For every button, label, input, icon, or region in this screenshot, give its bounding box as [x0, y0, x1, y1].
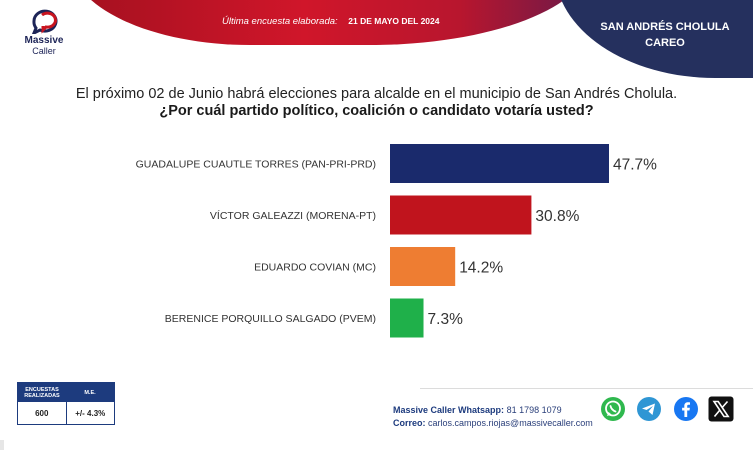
stats-table: ENCUESTAS REALIZADAS M.E. 600 +/- 4.3%	[17, 382, 115, 425]
email-label: Correo:	[393, 418, 426, 428]
question-line2: ¿Por cuál partido político, coalición o …	[159, 103, 594, 119]
location-title: SAN ANDRÉS CHOLULA CAREO	[596, 19, 734, 51]
contact-info: Massive Caller Whatsapp: 81 1798 1079 Co…	[393, 404, 593, 430]
location-line1: SAN ANDRÉS CHOLULA	[600, 21, 730, 33]
value-label: 14.2%	[459, 260, 503, 277]
whatsapp-value: 81 1798 1079	[506, 405, 562, 415]
x-icon[interactable]	[708, 396, 734, 422]
survey-date: Última encuesta elaborada: 21 DE MAYO DE…	[222, 16, 439, 27]
stats-col2-header: M.E.	[84, 389, 96, 396]
contact-email: Correo: carlos.campos.riojas@massivecall…	[393, 417, 593, 430]
bar	[390, 144, 609, 183]
question-line1: El próximo 02 de Junio habrá elecciones …	[75, 86, 678, 102]
stats-col1-value: 600	[35, 409, 49, 418]
bar	[390, 247, 456, 286]
stats-header: ENCUESTAS REALIZADAS M.E.	[18, 383, 114, 402]
bar	[390, 298, 424, 338]
category-label: GUADALUPE CUAUTLE TORRES (PAN-PRI-PRD)	[136, 159, 376, 171]
stats-col1-header: ENCUESTAS REALIZADAS	[24, 386, 60, 399]
stats-col2-value: +/- 4.3%	[65, 402, 115, 425]
category-label: VÍCTOR GALEAZZI (MORENA-PT)	[210, 209, 376, 222]
whatsapp-icon[interactable]	[600, 396, 626, 422]
email-value: carlos.campos.riojas@massivecaller.com	[428, 418, 593, 428]
whatsapp-label: Massive Caller Whatsapp:	[393, 405, 505, 415]
contact-whatsapp: Massive Caller Whatsapp: 81 1798 1079	[393, 404, 593, 417]
telegram-icon[interactable]	[636, 396, 662, 422]
massive-caller-logo: Massive Caller	[14, 8, 74, 60]
logo-sub: Caller	[32, 46, 56, 56]
logo-icon	[31, 9, 58, 34]
survey-date-value: 21 DE MAYO DEL 2024	[348, 16, 440, 26]
bar	[390, 195, 532, 235]
category-label: BERENICE PORQUILLO SALGADO (PVEM)	[165, 313, 376, 325]
stats-values: 600 +/- 4.3%	[18, 402, 114, 425]
page-edge-mark	[0, 440, 4, 450]
location-line2: CAREO	[645, 37, 685, 49]
footer-divider	[420, 388, 753, 389]
question: El próximo 02 de Junio habrá elecciones …	[0, 86, 753, 119]
value-label: 47.7%	[613, 157, 657, 174]
logo-name: Massive	[24, 35, 64, 46]
facebook-icon[interactable]	[673, 396, 699, 422]
category-label: EDUARDO COVIAN (MC)	[254, 262, 376, 274]
value-label: 30.8%	[535, 208, 579, 225]
value-label: 7.3%	[428, 311, 464, 328]
bar-chart: GUADALUPE CUAUTLE TORRES (PAN-PRI-PRD) 47…	[136, 144, 657, 338]
survey-date-label: Última encuesta elaborada:	[222, 16, 338, 27]
